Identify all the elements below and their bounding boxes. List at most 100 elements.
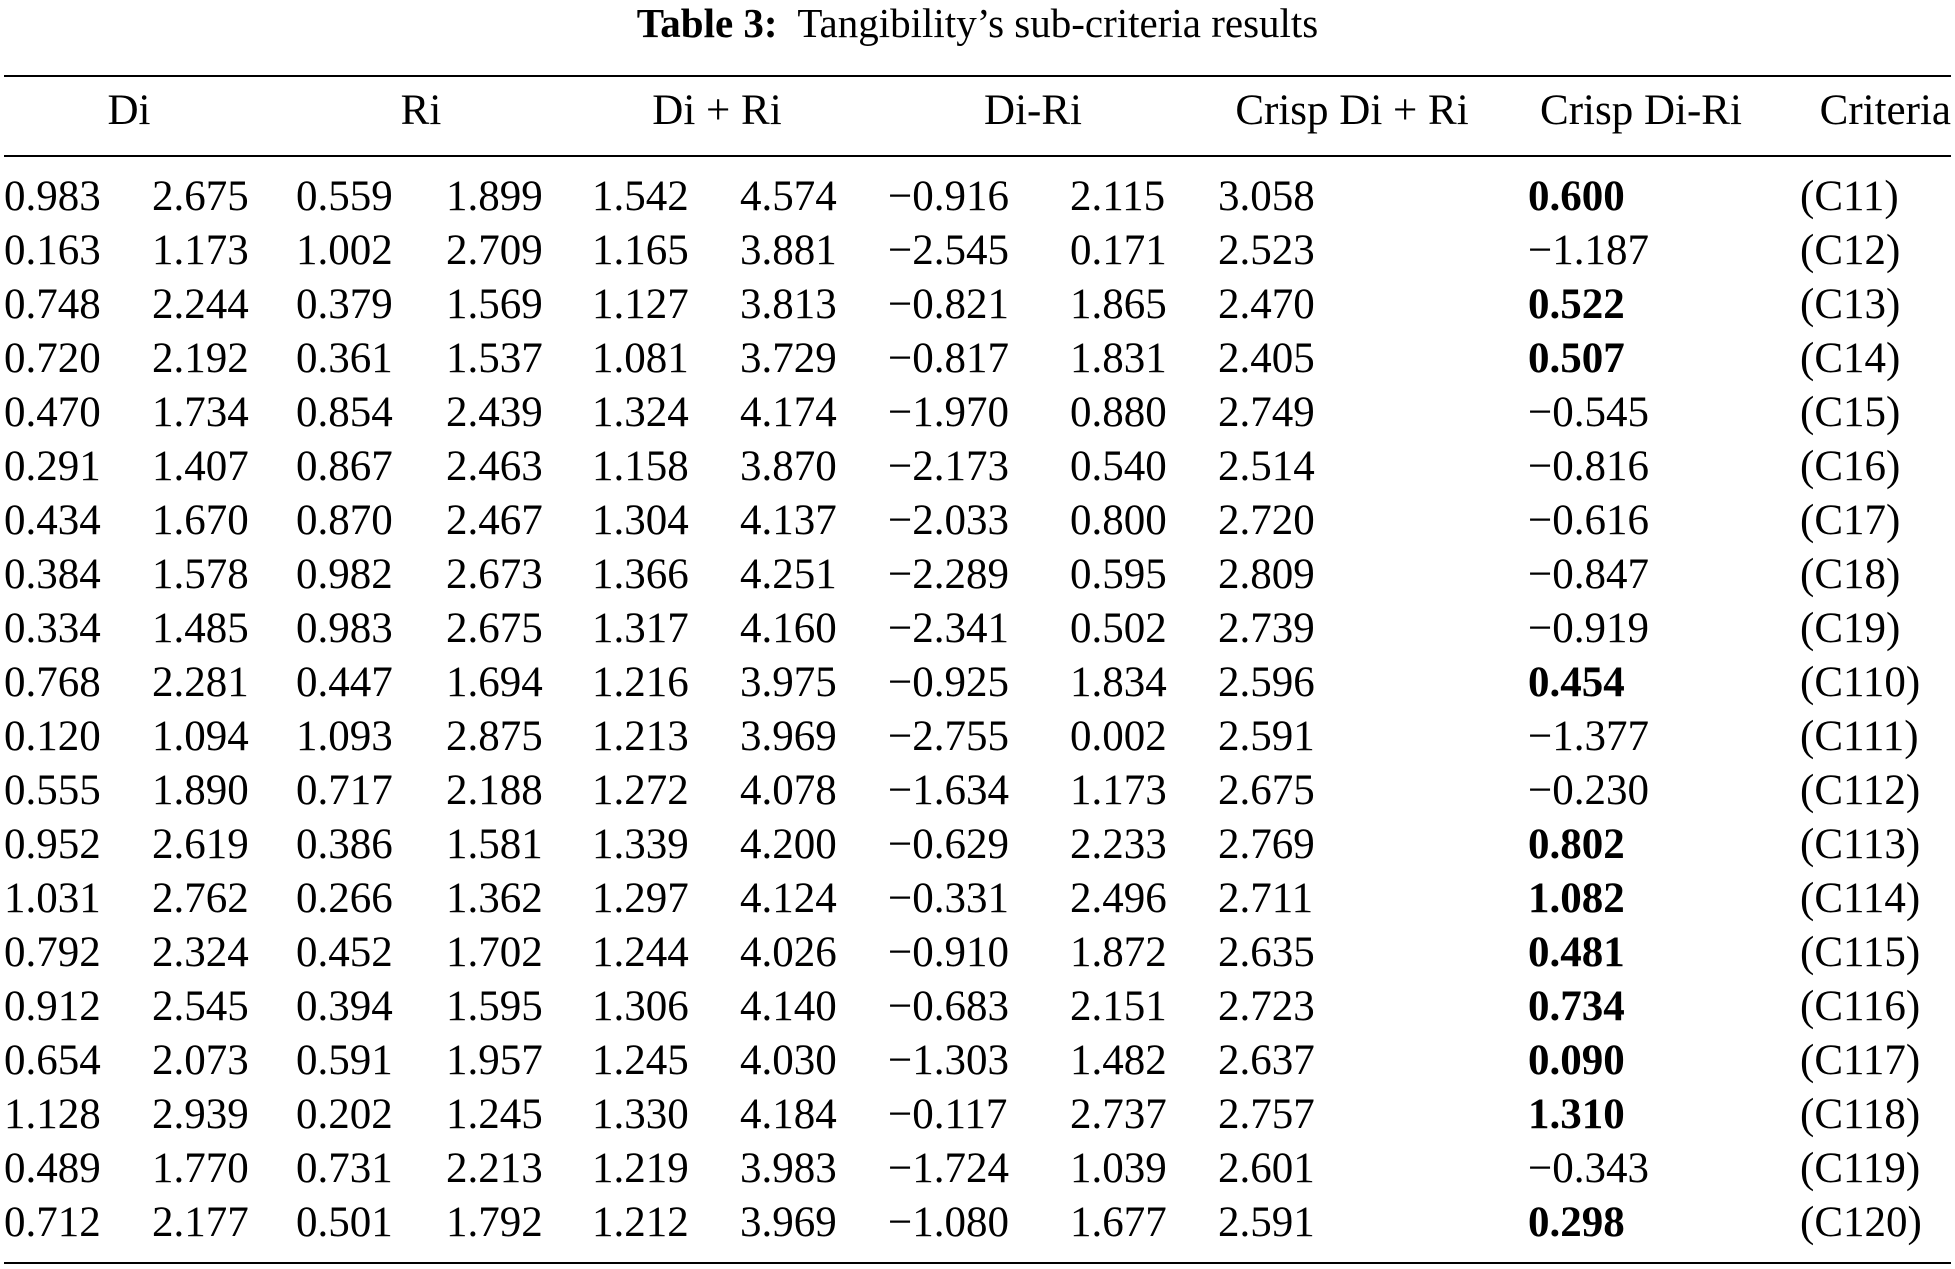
cell-di-low: 0.470 [4, 389, 101, 436]
cell-criteria: (C117) [1800, 1037, 1921, 1084]
cell-di-low: 1.128 [4, 1091, 101, 1138]
cell-ri-low: 0.870 [296, 497, 393, 544]
table-row: 0.434 1.670 0.870 2.467 1.304 4.137 −2.033 0.80… [0, 494, 1955, 548]
cell-ri-high: 1.957 [446, 1037, 543, 1084]
cell-di-plus-ri-high: 3.975 [740, 659, 837, 706]
cell-di-minus-ri-low: −0.629 [888, 821, 1010, 868]
cell-ri-low: 0.559 [296, 173, 393, 220]
cell-di-minus-ri-low: −0.683 [888, 983, 1010, 1030]
header-di: Di [107, 87, 151, 134]
cell-di-low: 0.912 [4, 983, 101, 1030]
cell-crisp-di-minus-ri: 0.600 [1528, 173, 1625, 220]
cell-ri-low: 0.867 [296, 443, 393, 490]
cell-di-plus-ri-high: 3.870 [740, 443, 837, 490]
cell-di-plus-ri-low: 1.272 [592, 767, 689, 814]
cell-di-minus-ri-high: 0.595 [1070, 551, 1167, 598]
cell-di-minus-ri-low: −2.289 [888, 551, 1010, 598]
cell-di-plus-ri-low: 1.219 [592, 1145, 689, 1192]
cell-ri-high: 1.694 [446, 659, 543, 706]
cell-ri-low: 0.361 [296, 335, 393, 382]
cell-di-minus-ri-high: 1.834 [1070, 659, 1167, 706]
table-top-rule [4, 75, 1951, 77]
cell-crisp-di-minus-ri: −0.545 [1528, 389, 1650, 436]
cell-di-plus-ri-high: 3.881 [740, 227, 837, 274]
cell-di-minus-ri-low: −2.033 [888, 497, 1010, 544]
cell-ri-high: 2.463 [446, 443, 543, 490]
cell-crisp-di-plus-ri: 2.809 [1218, 551, 1315, 598]
cell-criteria: (C119) [1800, 1145, 1921, 1192]
header-di-minus-ri: Di-Ri [984, 87, 1082, 134]
cell-di-plus-ri-low: 1.297 [592, 875, 689, 922]
cell-ri-low: 0.452 [296, 929, 393, 976]
cell-di-minus-ri-low: −0.117 [888, 1091, 1008, 1138]
cell-criteria: (C18) [1800, 551, 1901, 598]
cell-di-minus-ri-low: −1.080 [888, 1199, 1010, 1246]
cell-di-plus-ri-high: 4.251 [740, 551, 837, 598]
cell-di-low: 0.720 [4, 335, 101, 382]
cell-di-high: 1.407 [152, 443, 249, 490]
table-row: 0.163 1.173 1.002 2.709 1.165 3.881 −2.545 0.17… [0, 224, 1955, 278]
cell-ri-low: 0.731 [296, 1145, 393, 1192]
cell-di-high: 2.545 [152, 983, 249, 1030]
cell-ri-high: 1.245 [446, 1091, 543, 1138]
cell-crisp-di-minus-ri: −1.187 [1528, 227, 1650, 274]
header-ri: Ri [400, 87, 442, 134]
cell-di-minus-ri-high: 0.880 [1070, 389, 1167, 436]
cell-di-minus-ri-low: −1.970 [888, 389, 1010, 436]
table-row: 0.120 1.094 1.093 2.875 1.213 3.969 −2.755 0.00… [0, 710, 1955, 764]
cell-di-high: 2.073 [152, 1037, 249, 1084]
table-caption-text: Tangibility’s sub-criteria results [797, 0, 1319, 46]
table-row: 0.912 2.545 0.394 1.595 1.306 4.140 −0.683 2.15… [0, 980, 1955, 1034]
cell-di-minus-ri-low: −2.545 [888, 227, 1010, 274]
header-crisp-di-minus-ri: Crisp Di-Ri [1540, 87, 1742, 134]
cell-di-low: 1.031 [4, 875, 101, 922]
cell-di-low: 0.654 [4, 1037, 101, 1084]
cell-criteria: (C113) [1800, 821, 1921, 868]
cell-di-high: 1.734 [152, 389, 249, 436]
cell-crisp-di-plus-ri: 2.591 [1218, 713, 1315, 760]
cell-crisp-di-minus-ri: 0.802 [1528, 821, 1625, 868]
cell-di-minus-ri-low: −1.303 [888, 1037, 1010, 1084]
cell-di-minus-ri-high: 0.800 [1070, 497, 1167, 544]
cell-criteria: (C115) [1800, 929, 1921, 976]
cell-di-minus-ri-low: −0.925 [888, 659, 1010, 706]
header-crisp-di-plus-ri: Crisp Di + Ri [1235, 87, 1469, 134]
cell-crisp-di-minus-ri: −0.816 [1528, 443, 1650, 490]
table-row: 1.128 2.939 0.202 1.245 1.330 4.184 −0.117 2.73… [0, 1088, 1955, 1142]
cell-crisp-di-minus-ri: −0.919 [1528, 605, 1650, 652]
cell-di-plus-ri-low: 1.216 [592, 659, 689, 706]
cell-di-high: 2.177 [152, 1199, 249, 1246]
cell-di-high: 2.619 [152, 821, 249, 868]
cell-di-plus-ri-low: 1.213 [592, 713, 689, 760]
cell-di-minus-ri-high: 1.039 [1070, 1145, 1167, 1192]
cell-crisp-di-plus-ri: 2.635 [1218, 929, 1315, 976]
cell-di-plus-ri-high: 4.174 [740, 389, 837, 436]
header-di-plus-ri: Di + Ri [652, 87, 782, 134]
cell-crisp-di-plus-ri: 2.757 [1218, 1091, 1315, 1138]
cell-crisp-di-plus-ri: 2.514 [1218, 443, 1315, 490]
cell-di-plus-ri-low: 1.245 [592, 1037, 689, 1084]
cell-di-high: 2.281 [152, 659, 249, 706]
cell-crisp-di-plus-ri: 2.720 [1218, 497, 1315, 544]
cell-di-plus-ri-high: 4.184 [740, 1091, 837, 1138]
cell-crisp-di-plus-ri: 2.711 [1218, 875, 1314, 922]
table-row: 0.384 1.578 0.982 2.673 1.366 4.251 −2.289 0.59… [0, 548, 1955, 602]
cell-di-high: 2.675 [152, 173, 249, 220]
table-row: 0.792 2.324 0.452 1.702 1.244 4.026 −0.910 1.87… [0, 926, 1955, 980]
cell-di-high: 2.762 [152, 875, 249, 922]
cell-di-minus-ri-low: −0.916 [888, 173, 1010, 220]
cell-di-low: 0.384 [4, 551, 101, 598]
cell-di-plus-ri-high: 3.969 [740, 1199, 837, 1246]
cell-crisp-di-plus-ri: 2.596 [1218, 659, 1315, 706]
cell-di-low: 0.163 [4, 227, 101, 274]
cell-criteria: (C114) [1800, 875, 1921, 922]
cell-crisp-di-minus-ri: −0.847 [1528, 551, 1650, 598]
cell-di-minus-ri-high: 0.171 [1070, 227, 1167, 274]
cell-di-plus-ri-high: 4.026 [740, 929, 837, 976]
cell-ri-high: 2.467 [446, 497, 543, 544]
cell-di-low: 0.120 [4, 713, 101, 760]
cell-crisp-di-plus-ri: 2.601 [1218, 1145, 1315, 1192]
cell-di-minus-ri-low: −0.331 [888, 875, 1010, 922]
table-bottom-rule [4, 1262, 1951, 1264]
cell-crisp-di-minus-ri: 1.310 [1528, 1091, 1625, 1138]
